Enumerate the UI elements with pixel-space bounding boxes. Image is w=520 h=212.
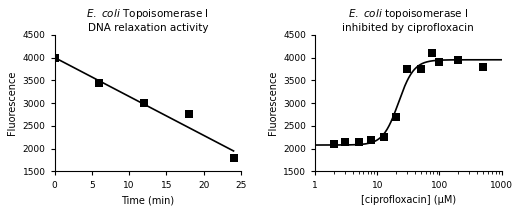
Point	[403, 67, 411, 71]
Point	[367, 138, 375, 141]
Point	[50, 56, 59, 59]
Point	[185, 113, 193, 116]
Point	[454, 58, 462, 61]
X-axis label: [ciprofloxacin] (μM): [ciprofloxacin] (μM)	[361, 195, 456, 205]
Point	[392, 115, 400, 119]
Point	[354, 140, 362, 144]
Point	[417, 67, 425, 71]
Point	[479, 65, 487, 68]
Y-axis label: Fluorescence: Fluorescence	[7, 71, 17, 135]
Title: $\it{E.\ coli}$ topoisomerase I
inhibited by ciprofloxacin: $\it{E.\ coli}$ topoisomerase I inhibite…	[343, 7, 474, 33]
Point	[435, 60, 444, 64]
Point	[380, 136, 388, 139]
Point	[341, 140, 349, 144]
Point	[427, 51, 436, 55]
Y-axis label: Fluorescence: Fluorescence	[267, 71, 278, 135]
Point	[95, 81, 103, 84]
X-axis label: Time (min): Time (min)	[121, 195, 174, 205]
Point	[330, 142, 338, 146]
Point	[229, 156, 238, 159]
Point	[140, 101, 148, 105]
Title: $\it{E.\ coli}$ Topoisomerase I
DNA relaxation activity: $\it{E.\ coli}$ Topoisomerase I DNA rela…	[86, 7, 209, 33]
